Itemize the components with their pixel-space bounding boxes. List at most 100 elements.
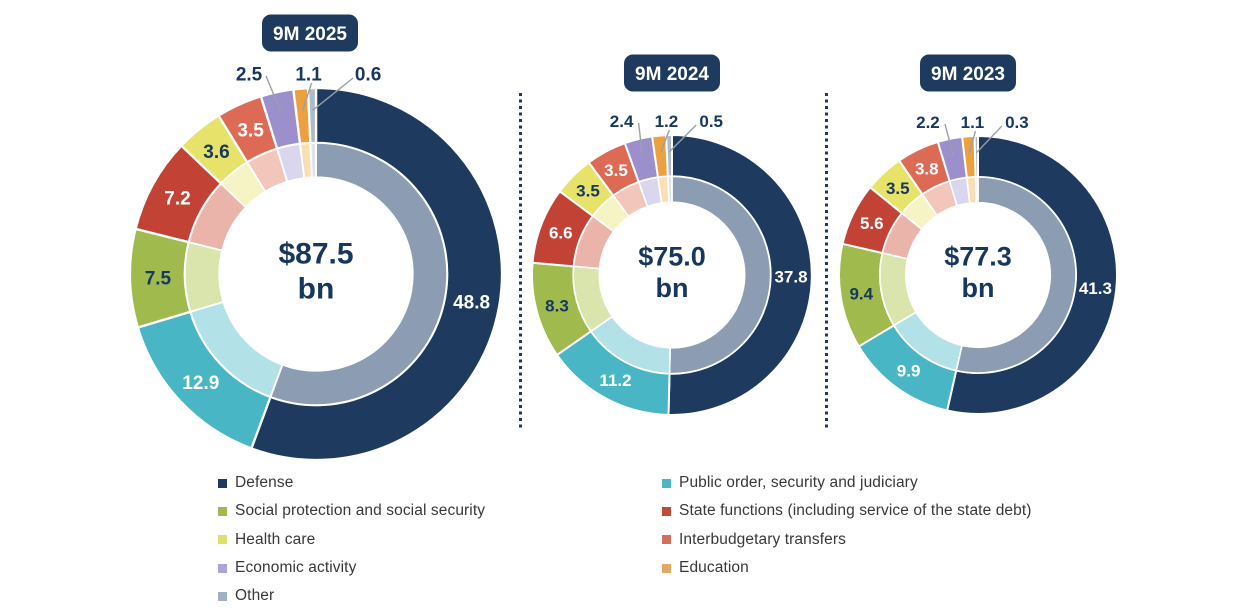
center-total-unit: bn: [656, 273, 689, 303]
center-total-unit: bn: [298, 273, 335, 306]
slice-inner-other: [309, 141, 317, 179]
value-label-health-care: 3.5: [576, 182, 600, 201]
value-label-education: 1.1: [961, 113, 985, 132]
legend-swatch: [218, 478, 227, 488]
leader-line-other: [975, 125, 1003, 154]
slice-inner-defense: [955, 176, 1077, 374]
value-label-public-order: 11.2: [599, 371, 631, 390]
period-badge-label: 9M 2025: [273, 24, 347, 45]
value-label-other: 0.5: [699, 112, 723, 131]
legend-label: Other: [235, 587, 275, 605]
legend-item: Education: [662, 554, 1032, 582]
value-label-social-protection: 7.5: [145, 268, 172, 289]
slice-labels: 48.8 12.9 7.5 7.2 3.6 3.5 2.5 1.1 0.6 $87.5bn 9M 2…: [145, 24, 490, 394]
period-badge: [920, 54, 1016, 92]
value-label-interbudgetary-transfers: 3.8: [915, 159, 939, 178]
value-label-economic-activity: 2.4: [610, 112, 634, 131]
value-label-defense: 48.8: [453, 293, 490, 314]
leader-lines: [265, 75, 354, 115]
value-label-health-care: 3.5: [886, 179, 910, 198]
slice-inner-social-protection: [183, 241, 225, 313]
center-total-value: $75.0: [638, 242, 706, 272]
value-label-state-functions: 5.6: [860, 214, 884, 233]
legend-item: Economic activity: [218, 554, 485, 582]
slice-labels: 41.3 9.9 9.4 5.63.5 3.8 2.2 1.1 0.3 $77.3bn 9M 20…: [849, 64, 1111, 381]
leader-line-education: [301, 82, 313, 112]
slice-labels: 37.8 11.2 8.3 6.6 3.53.5 2.4 1.2 0.5 $75.0bn 9M 2…: [545, 64, 807, 390]
dotted-separator: [825, 93, 828, 430]
value-label-economic-activity: 2.5: [236, 65, 263, 86]
slice-other: [665, 133, 673, 178]
legend-label: Public order, security and judiciary: [679, 474, 918, 492]
slice-other: [973, 134, 979, 179]
leader-line-other: [312, 77, 354, 111]
legend-swatch: [662, 506, 671, 516]
value-label-interbudgetary-transfers: 3.5: [604, 161, 628, 180]
value-label-public-order: 12.9: [182, 373, 219, 394]
legend-label: Defense: [235, 474, 294, 492]
legend-swatch: [662, 535, 671, 545]
legend-item: Other: [218, 582, 485, 610]
period-badge: [262, 14, 358, 52]
leader-line-economic-activity: [944, 123, 954, 156]
legend-swatch: [218, 535, 227, 545]
center-total-unit: bn: [962, 273, 995, 303]
legend-swatch: [218, 506, 227, 516]
donut-chart-9m-2025: 48.8 12.9 7.5 7.2 3.6 3.5 2.5 1.1 0.6 $87.5bn 9M 2…: [128, 14, 504, 462]
value-label-defense: 41.3: [1079, 279, 1112, 298]
value-label-other: 0.6: [355, 65, 381, 86]
legend-item: Public order, security and judiciary: [662, 469, 1032, 497]
value-label-state-functions: 7.2: [164, 188, 190, 209]
donut-chart-9m-2023: 41.3 9.9 9.4 5.63.5 3.8 2.2 1.1 0.3 $77.3bn 9M 20…: [838, 54, 1118, 415]
period-badge: [624, 54, 720, 92]
legend-label: Health care: [235, 530, 316, 548]
legend-label: Economic activity: [235, 559, 357, 577]
legend-column-left: Defense Social protection and social sec…: [218, 469, 485, 610]
legend-item: Defense: [218, 469, 485, 497]
legend-label: State functions (including service of th…: [679, 502, 1032, 520]
period-badge-label: 9M 2023: [931, 64, 1005, 85]
value-label-economic-activity: 2.2: [916, 113, 940, 132]
legend-swatch: [662, 478, 671, 488]
value-label-state-functions: 6.6: [549, 224, 573, 243]
leader-line-education: [660, 129, 671, 153]
leader-lines: [637, 122, 697, 156]
legend-label: Education: [679, 559, 749, 577]
slice-inner-defense: [668, 175, 772, 375]
slice-inner-other: [974, 176, 979, 204]
legend-column-right: Public order, security and judiciary Sta…: [662, 469, 1032, 582]
legend-swatch: [662, 563, 671, 573]
center-total-value: $77.3: [944, 242, 1012, 272]
value-label-social-protection: 9.4: [849, 284, 873, 303]
value-label-interbudgetary-transfers: 3.5: [237, 121, 264, 142]
legend-item: Social protection and social security: [218, 497, 485, 525]
legend-item: Interbudgetary transfers: [662, 526, 1032, 554]
legend-label: Social protection and social security: [235, 502, 486, 520]
leader-line-economic-activity: [637, 122, 644, 156]
slice-inner-other: [667, 175, 673, 204]
center-total-value: $87.5: [278, 238, 353, 271]
legend-swatch: [218, 591, 227, 601]
dotted-separator: [519, 93, 522, 430]
value-label-public-order: 9.9: [897, 362, 921, 381]
slice-other: [306, 86, 318, 145]
leader-line-economic-activity: [265, 75, 283, 115]
leader-line-other: [668, 124, 697, 153]
legend-swatch: [218, 563, 227, 573]
leader-lines: [944, 123, 1003, 156]
legend-item: Health care: [218, 526, 485, 554]
slice-inner-defense: [269, 141, 449, 407]
value-label-education: 1.1: [295, 65, 322, 86]
period-badge-label: 9M 2024: [635, 64, 709, 85]
leader-line-education: [968, 130, 977, 154]
value-label-social-protection: 8.3: [545, 297, 569, 316]
legend-label: Interbudgetary transfers: [679, 530, 846, 548]
value-label-education: 1.2: [655, 112, 679, 131]
value-label-other: 0.3: [1005, 113, 1029, 132]
legend-item: State functions (including service of th…: [662, 497, 1032, 525]
value-label-health-care: 3.6: [203, 142, 229, 163]
donut-chart-9m-2024: 37.8 11.2 8.3 6.6 3.53.5 2.4 1.2 0.5 $75.0bn 9M 2…: [531, 54, 813, 416]
value-label-defense: 37.8: [774, 267, 807, 286]
